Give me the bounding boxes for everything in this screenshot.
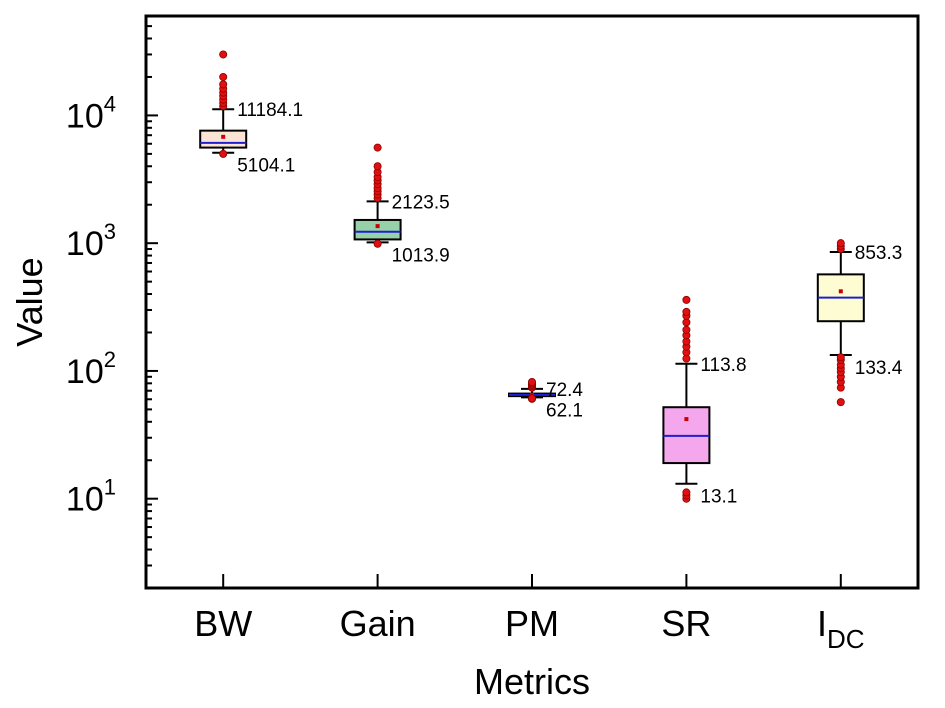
x-axis-ticks: BW Gain PM SR IDC xyxy=(194,574,865,654)
y-tick-label: 102 xyxy=(66,347,116,391)
x-tick-label: PM xyxy=(505,603,559,644)
x-tick-label: IDC xyxy=(817,603,865,654)
outlier-point xyxy=(219,149,228,158)
whisker-high-label: 2123.5 xyxy=(392,192,450,213)
outlier-point xyxy=(682,325,691,334)
y-tick-base: 10 xyxy=(66,481,104,519)
y-tick-label: 104 xyxy=(66,91,116,135)
x-tick-label-main: SR xyxy=(661,603,711,644)
x-tick-label-subscript: DC xyxy=(827,624,865,654)
box-sr: 113.8 13.1 xyxy=(662,295,747,508)
box-iqr xyxy=(353,218,402,241)
y-tick-base: 10 xyxy=(66,353,104,391)
outlier-point xyxy=(219,50,228,59)
y-tick-exponent: 1 xyxy=(104,475,116,500)
outlier-point xyxy=(373,239,382,248)
x-tick-label-main: Gain xyxy=(340,603,416,644)
mean-marker xyxy=(684,417,689,422)
outlier-point xyxy=(682,488,691,497)
x-tick-label-main: PM xyxy=(505,603,559,644)
whisker-low-label: 133.4 xyxy=(855,358,903,379)
box-iqr xyxy=(199,129,248,149)
outlier-point xyxy=(836,353,845,362)
x-tick-label-main: I xyxy=(817,603,827,644)
outlier-point xyxy=(682,318,691,327)
outlier-point xyxy=(836,398,845,407)
whisker-low-label: 62.1 xyxy=(546,400,583,421)
box-gain: 2123.5 1013.9 xyxy=(353,143,450,266)
x-axis-title: Metrics xyxy=(474,661,590,702)
box-pm: 72.462.1 xyxy=(508,377,583,421)
outlier-point xyxy=(373,162,382,171)
outlier-point xyxy=(682,307,691,316)
whisker-high-label: 853.3 xyxy=(855,243,903,264)
x-tick-label-main: BW xyxy=(194,603,252,644)
y-tick-exponent: 2 xyxy=(104,347,116,372)
box-i-dc: 853.3 133.4 xyxy=(816,239,903,407)
box-series: 11184.1 5104.1 2123.5 1013.9 72.462.1 113.8 13… xyxy=(199,50,903,508)
outlier-point xyxy=(219,72,228,81)
outlier-point xyxy=(373,143,382,152)
y-axis-title: Value xyxy=(9,257,50,346)
x-tick-label: SR xyxy=(661,603,711,644)
whisker-low-label: 13.1 xyxy=(700,487,737,508)
y-tick-base: 10 xyxy=(66,225,104,263)
mean-marker xyxy=(221,134,226,139)
y-tick-label: 103 xyxy=(66,219,116,263)
outlier-point xyxy=(528,394,537,403)
whisker-high-label: 11184.1 xyxy=(237,100,303,121)
whisker-low-label: 1013.9 xyxy=(392,245,450,266)
x-tick-label: BW xyxy=(194,603,252,644)
whisker-high-label: 72.4 xyxy=(546,380,583,401)
y-tick-base: 10 xyxy=(66,97,104,135)
mean-marker xyxy=(375,224,380,229)
whisker-high-label: 113.8 xyxy=(700,355,746,376)
outlier-point xyxy=(528,377,537,386)
x-tick-label: Gain xyxy=(340,603,416,644)
y-tick-exponent: 4 xyxy=(104,91,116,116)
y-tick-exponent: 3 xyxy=(104,219,116,244)
whisker-low-label: 5104.1 xyxy=(237,156,295,177)
mean-marker xyxy=(838,289,843,294)
outlier-point xyxy=(219,80,228,89)
box-bw: 11184.1 5104.1 xyxy=(199,50,303,177)
outlier-point xyxy=(682,295,691,304)
y-tick-label: 101 xyxy=(66,475,116,519)
outlier-point xyxy=(836,239,845,248)
